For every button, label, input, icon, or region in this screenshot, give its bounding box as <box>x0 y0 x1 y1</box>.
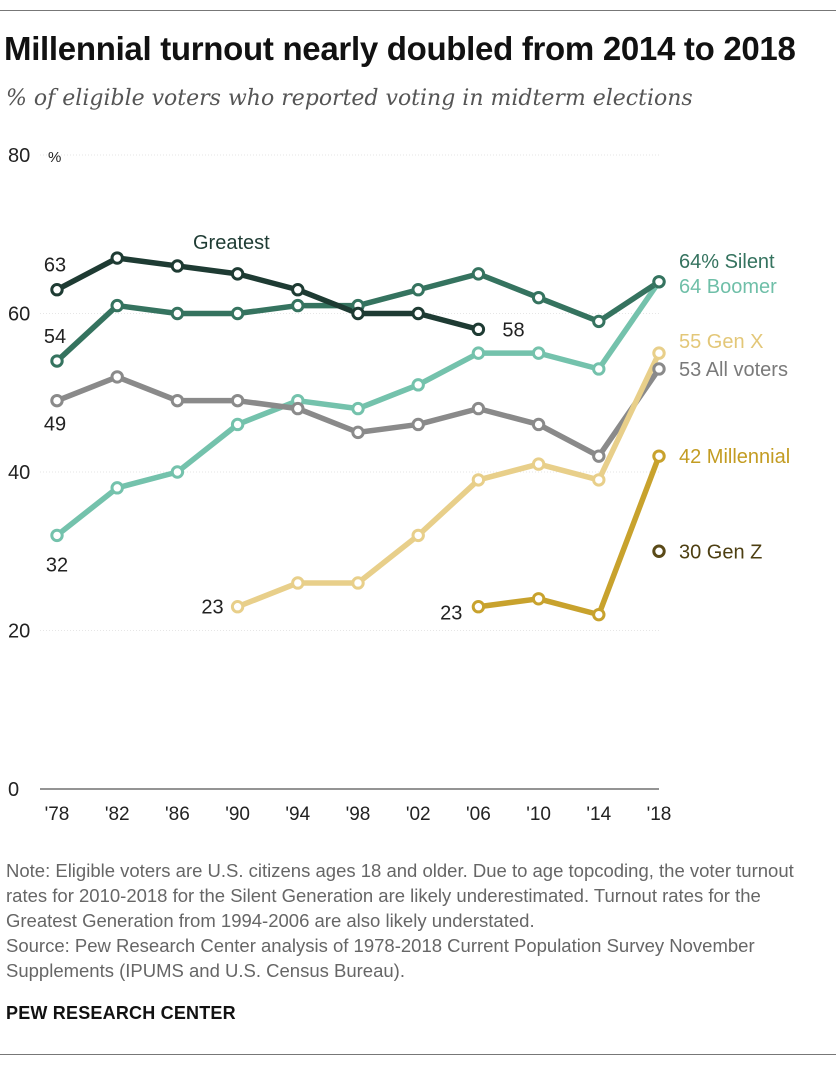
x-tick-label: '86 <box>165 804 190 825</box>
data-point-gen-x <box>351 576 365 590</box>
data-label-greatest: 63 <box>44 255 66 277</box>
x-tick-label: '06 <box>466 804 491 825</box>
data-label-gen-z: 30 Gen Z <box>679 541 762 563</box>
data-point-all-voters <box>230 393 245 408</box>
x-tick-label: '18 <box>647 804 672 825</box>
data-point-all-voters <box>351 425 365 440</box>
y-unit-label: % <box>48 149 61 166</box>
data-point-millennial <box>471 600 486 614</box>
data-point-greatest <box>230 267 245 281</box>
data-point-gen-x <box>230 600 245 614</box>
data-point-gen-z <box>652 544 666 558</box>
y-tick-label: 40 <box>8 462 30 484</box>
data-point-boomer <box>50 528 64 543</box>
data-label-boomer: 32 <box>46 554 68 576</box>
data-point-all-voters <box>531 417 546 432</box>
data-point-millennial <box>592 607 606 622</box>
series-line-gen-x <box>234 350 662 610</box>
data-point-boomer <box>411 378 425 392</box>
data-point-all-voters <box>291 401 305 416</box>
y-tick-label: 20 <box>8 621 30 643</box>
data-label-boomer: 64 Boomer <box>679 276 777 298</box>
data-point-silent <box>411 283 425 297</box>
data-label-all-voters: 53 All voters <box>679 359 788 381</box>
data-point-greatest <box>351 306 365 321</box>
data-point-silent <box>291 298 305 313</box>
data-point-silent <box>592 314 606 329</box>
x-tick-label: '98 <box>346 804 371 825</box>
source-text: Source: Pew Research Center analysis of … <box>6 935 755 981</box>
data-point-all-voters <box>652 362 666 376</box>
y-tick-label: 60 <box>8 304 30 326</box>
data-point-millennial <box>531 592 546 606</box>
data-point-greatest <box>170 259 185 273</box>
data-point-greatest <box>291 283 305 297</box>
data-point-silent <box>531 290 546 305</box>
data-point-gen-x <box>291 576 305 590</box>
brand-logo-text: PEW RESEARCH CENTER <box>6 1003 236 1023</box>
series-line-greatest <box>54 255 482 333</box>
data-point-gen-x <box>471 473 486 487</box>
chart-subtitle: % of eligible voters who reported voting… <box>6 86 693 111</box>
data-point-gen-x <box>652 346 666 360</box>
data-point-greatest <box>471 322 486 337</box>
data-point-all-voters <box>110 370 124 384</box>
data-label-gen-x: 55 Gen X <box>679 331 764 353</box>
data-point-silent <box>170 306 185 321</box>
x-tick-label: '02 <box>406 804 431 825</box>
data-point-all-voters <box>170 393 185 408</box>
data-point-silent <box>50 354 64 368</box>
data-point-gen-x <box>411 528 425 543</box>
data-point-greatest <box>50 283 64 297</box>
data-label-millennial: 23 <box>440 603 462 625</box>
data-label-gen-x: 23 <box>201 597 223 619</box>
series-line-millennial <box>475 453 662 618</box>
data-point-all-voters <box>50 393 64 408</box>
data-point-all-voters <box>471 401 486 416</box>
data-point-greatest <box>411 306 425 321</box>
data-point-all-voters <box>592 449 606 463</box>
x-tick-label: '94 <box>285 804 310 825</box>
chart-title: Millennial turnout nearly doubled from 2… <box>4 30 796 67</box>
x-tick-label: '78 <box>45 804 70 825</box>
x-tick-label: '14 <box>586 804 611 825</box>
data-point-silent <box>471 267 486 281</box>
data-label-silent: 54 <box>44 326 66 348</box>
data-label-millennial: 42 Millennial <box>679 446 790 468</box>
data-point-all-voters <box>411 417 425 432</box>
data-label-greatest: 58 <box>502 319 524 341</box>
data-point-silent <box>652 275 666 289</box>
y-tick-label: 80 <box>8 145 30 167</box>
data-label-silent: 64% Silent <box>679 251 775 273</box>
footnote: Note: Eligible voters are U.S. citizens … <box>6 858 826 983</box>
y-tick-label: 0 <box>8 779 19 801</box>
data-point-boomer <box>110 481 124 495</box>
x-tick-label: '10 <box>526 804 551 825</box>
data-point-boomer <box>230 417 245 432</box>
data-point-boomer <box>351 401 365 416</box>
note-text: Note: Eligible voters are U.S. citizens … <box>6 860 794 931</box>
x-tick-label: '82 <box>105 804 130 825</box>
data-label-all-voters: 49 <box>44 414 66 436</box>
data-point-millennial <box>652 449 666 463</box>
data-point-gen-x <box>592 473 606 487</box>
data-point-silent <box>110 298 124 313</box>
data-point-boomer <box>170 465 185 479</box>
x-tick-label: '90 <box>225 804 250 825</box>
series-annotation-greatest: Greatest <box>193 232 270 254</box>
data-point-boomer <box>592 362 606 376</box>
line-chart: 0 20 40 60 80 % '78 '82 '86 '90 '94 '98 '02 '06 '10 '14… <box>8 145 790 825</box>
data-point-greatest <box>110 251 124 265</box>
data-point-boomer <box>531 346 546 360</box>
data-point-silent <box>230 306 245 321</box>
bottom-rule <box>0 1054 836 1055</box>
data-point-boomer <box>471 346 486 360</box>
top-rule <box>0 10 836 11</box>
data-point-gen-x <box>531 457 546 471</box>
